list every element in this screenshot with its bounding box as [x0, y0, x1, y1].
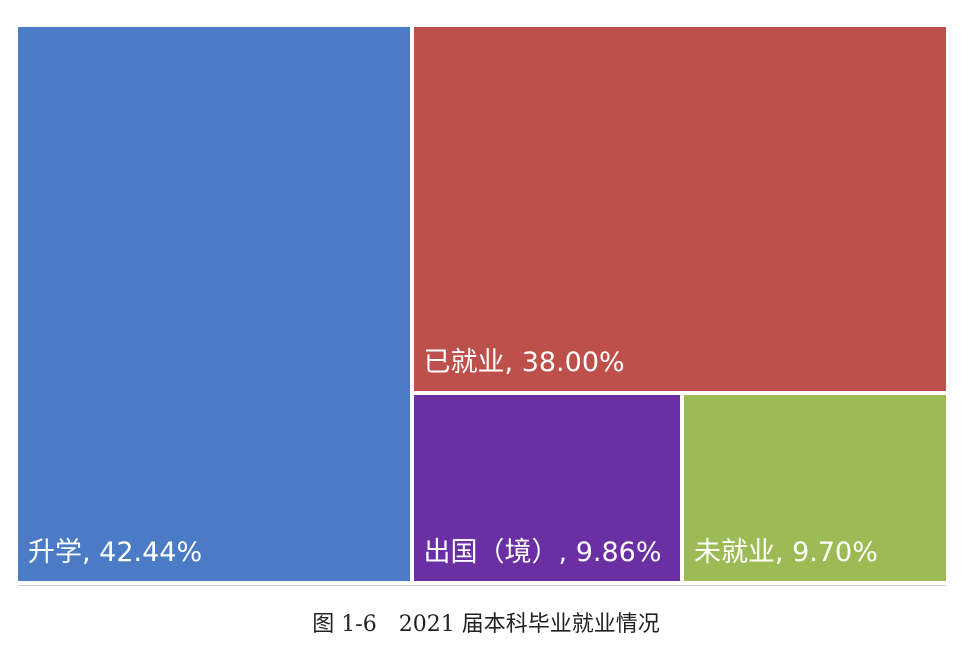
cell-label: 升学, 42.44% [28, 537, 203, 568]
treemap-cell: 升学, 42.44% [18, 27, 410, 581]
cell-label: 未就业, 9.70% [693, 536, 878, 568]
cell-label: 出国（境）, 9.86% [423, 536, 662, 568]
treemap-cell: 出国（境）, 9.86% [413, 395, 680, 581]
treemap-cell: 已就业, 38.00% [413, 27, 946, 392]
cell-label: 已就业, 38.00% [423, 347, 625, 379]
baseline [18, 585, 946, 586]
chart-title: 图 1-6 2021 届本科毕业就业情况 [312, 612, 660, 637]
treemap-cell: 未就业, 9.70% [683, 395, 946, 581]
